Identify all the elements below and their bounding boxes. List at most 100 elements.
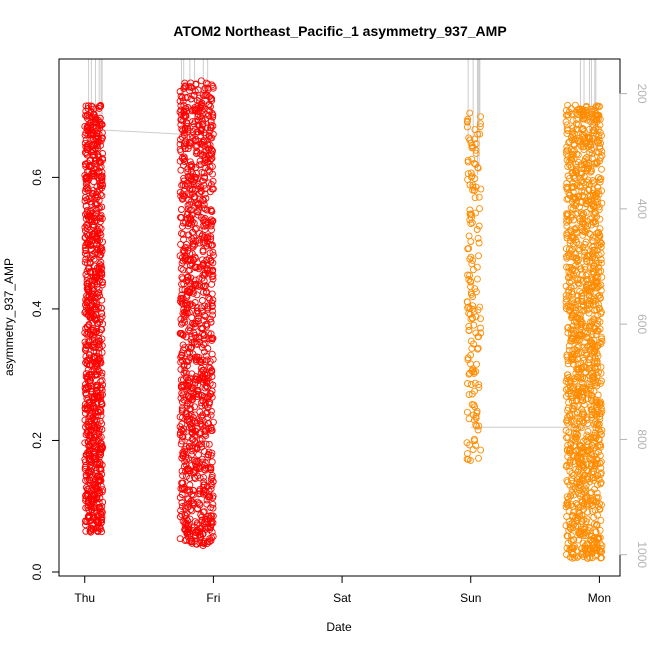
data-point: [591, 202, 599, 210]
data-point: [566, 449, 574, 457]
data-point: [176, 494, 184, 501]
x-tick-label: Sun: [460, 591, 481, 605]
data-point: [563, 434, 570, 442]
data-point: [208, 185, 216, 193]
data-point: [199, 508, 207, 516]
data-point: [86, 361, 93, 369]
data-point: [81, 463, 89, 471]
data-point: [570, 491, 578, 499]
data-point: [575, 137, 583, 145]
data-point: [196, 490, 204, 498]
data-point: [594, 408, 602, 416]
data-point: [191, 107, 199, 115]
data-point: [88, 172, 96, 180]
data-point: [596, 103, 603, 110]
data-point: [177, 192, 185, 200]
data-point: [87, 119, 95, 126]
data-point: [186, 249, 194, 257]
data-point: [596, 238, 604, 246]
data-point: [177, 213, 184, 221]
data-point: [565, 398, 573, 406]
data-point: [575, 479, 583, 487]
data-point: [86, 314, 94, 321]
data-point: [98, 386, 106, 394]
data-point: [204, 413, 212, 421]
data-point: [199, 288, 207, 296]
data-point: [566, 306, 574, 314]
data-point: [467, 277, 474, 285]
data-point: [562, 427, 570, 434]
data-point: [475, 422, 483, 430]
data-point: [97, 440, 105, 447]
data-point: [177, 485, 185, 492]
data-point: [97, 408, 105, 416]
data-point: [471, 387, 479, 395]
data-point: [189, 134, 197, 142]
data-point: [465, 232, 473, 240]
data-point: [579, 231, 587, 239]
data-point: [569, 234, 576, 242]
data-point: [579, 502, 587, 510]
data-point: [570, 326, 578, 334]
data-point: [594, 352, 602, 360]
data-point: [197, 214, 205, 221]
data-point: [82, 271, 90, 278]
data-point: [594, 460, 601, 468]
data-point: [465, 391, 473, 399]
data-point: [207, 233, 215, 241]
data-point: [94, 293, 101, 301]
chart-title: ATOM2 Northeast_Pacific_1 asymmetry_937_…: [173, 23, 506, 39]
data-point: [587, 445, 595, 453]
data-point: [597, 516, 605, 524]
data-point: [574, 276, 582, 284]
data-point: [580, 306, 588, 314]
data-point: [193, 443, 201, 451]
data-point: [571, 167, 579, 175]
data-point: [595, 174, 602, 182]
data-point: [179, 257, 187, 265]
data-point: [177, 240, 185, 248]
data-point: [95, 205, 103, 213]
data-point: [97, 101, 105, 109]
data-point: [192, 237, 200, 245]
depth-axis: 200 400 600 800 1000: [619, 84, 649, 568]
data-point: [194, 201, 202, 209]
data-point: [585, 160, 593, 167]
data-point: [83, 292, 91, 300]
data-point: [563, 195, 571, 203]
data-point: [206, 315, 214, 323]
data-point: [571, 225, 579, 233]
data-point: [573, 169, 580, 177]
data-point: [92, 371, 100, 379]
data-point: [89, 230, 97, 238]
data-point: [92, 453, 100, 461]
data-point: [469, 305, 477, 313]
data-point: [591, 363, 599, 371]
data-point: [595, 259, 603, 267]
data-point: [84, 131, 92, 139]
data-point: [468, 344, 476, 352]
x-axis: Thu Fri Sat Sun Mon: [74, 575, 611, 605]
data-point: [566, 481, 574, 489]
data-point: [473, 226, 481, 233]
data-point: [87, 528, 95, 536]
data-point: [469, 266, 477, 274]
data-point: [184, 533, 192, 541]
data-point: [580, 526, 588, 534]
data-point: [183, 466, 191, 474]
data-point: [183, 530, 191, 538]
data-point: [91, 262, 99, 270]
data-point: [184, 168, 192, 176]
data-point: [587, 327, 595, 335]
data-point: [183, 287, 191, 295]
data-point: [201, 401, 209, 409]
data-point: [574, 296, 582, 304]
x-tick-label: Fri: [206, 591, 220, 605]
y2-tick-label: 400: [635, 199, 649, 219]
data-point: [95, 104, 103, 112]
data-point: [474, 426, 482, 434]
data-point: [563, 185, 571, 193]
data-point: [581, 241, 589, 248]
data-point: [569, 347, 577, 355]
data-point: [181, 83, 189, 91]
